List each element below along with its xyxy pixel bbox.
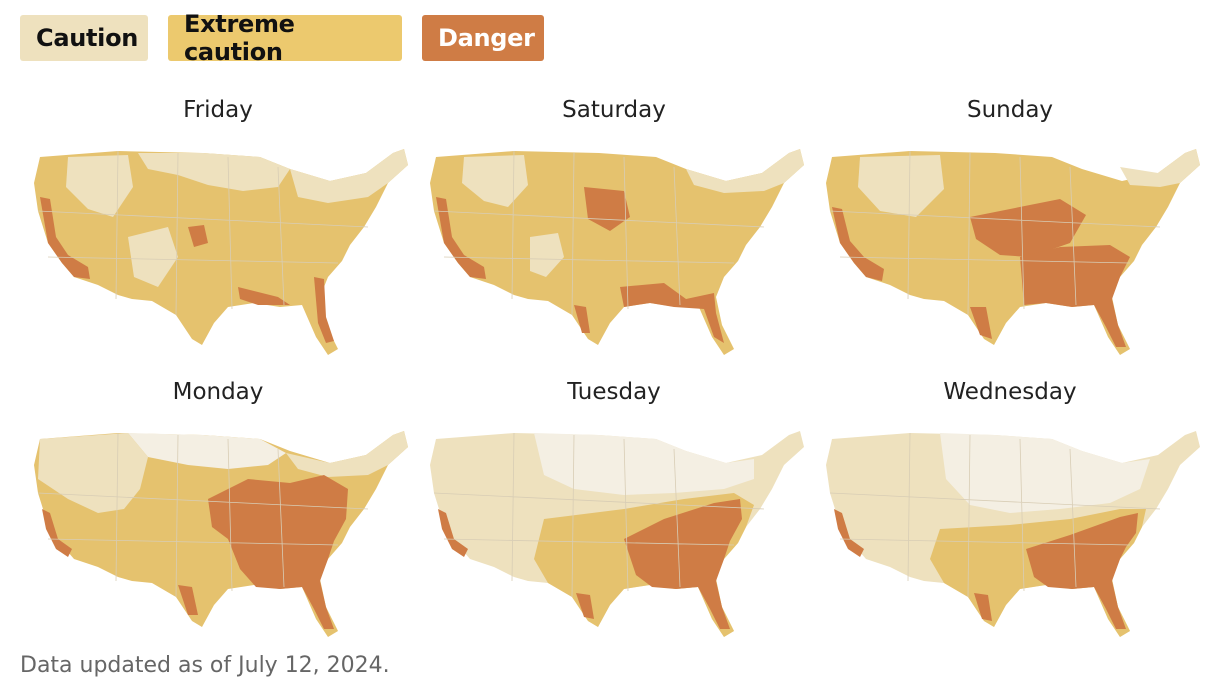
legend-danger: Danger — [422, 15, 544, 61]
map-panel-friday: Friday — [28, 97, 408, 367]
map-panel-tuesday: Tuesday — [424, 379, 804, 649]
map-panel-wednesday: Wednesday — [820, 379, 1200, 649]
panel-title: Wednesday — [943, 379, 1077, 405]
map-panel-saturday: Saturday — [424, 97, 804, 367]
map-panel-sunday: Sunday — [820, 97, 1200, 367]
panel-title: Saturday — [562, 97, 666, 123]
us-map — [34, 149, 408, 355]
panel-title: Monday — [172, 379, 264, 405]
us-map — [430, 431, 804, 637]
heat-risk-legend: Caution Extreme caution Danger — [20, 10, 544, 66]
panel-title: Sunday — [966, 97, 1054, 123]
map-panel-monday: Monday — [28, 379, 408, 649]
panel-title: Tuesday — [567, 379, 661, 405]
legend-extreme-caution: Extreme caution — [168, 10, 402, 66]
data-updated-note: Data updated as of July 12, 2024. — [20, 653, 390, 678]
us-map — [826, 149, 1200, 355]
legend-caution: Caution — [20, 15, 148, 61]
legend-danger-label: Danger — [438, 24, 535, 52]
legend-extreme-caution-label: Extreme caution — [184, 10, 295, 66]
us-map — [826, 431, 1200, 637]
us-map — [34, 431, 408, 637]
legend-caution-label: Caution — [36, 24, 139, 52]
panel-title: Friday — [183, 97, 253, 123]
us-map — [430, 149, 804, 355]
